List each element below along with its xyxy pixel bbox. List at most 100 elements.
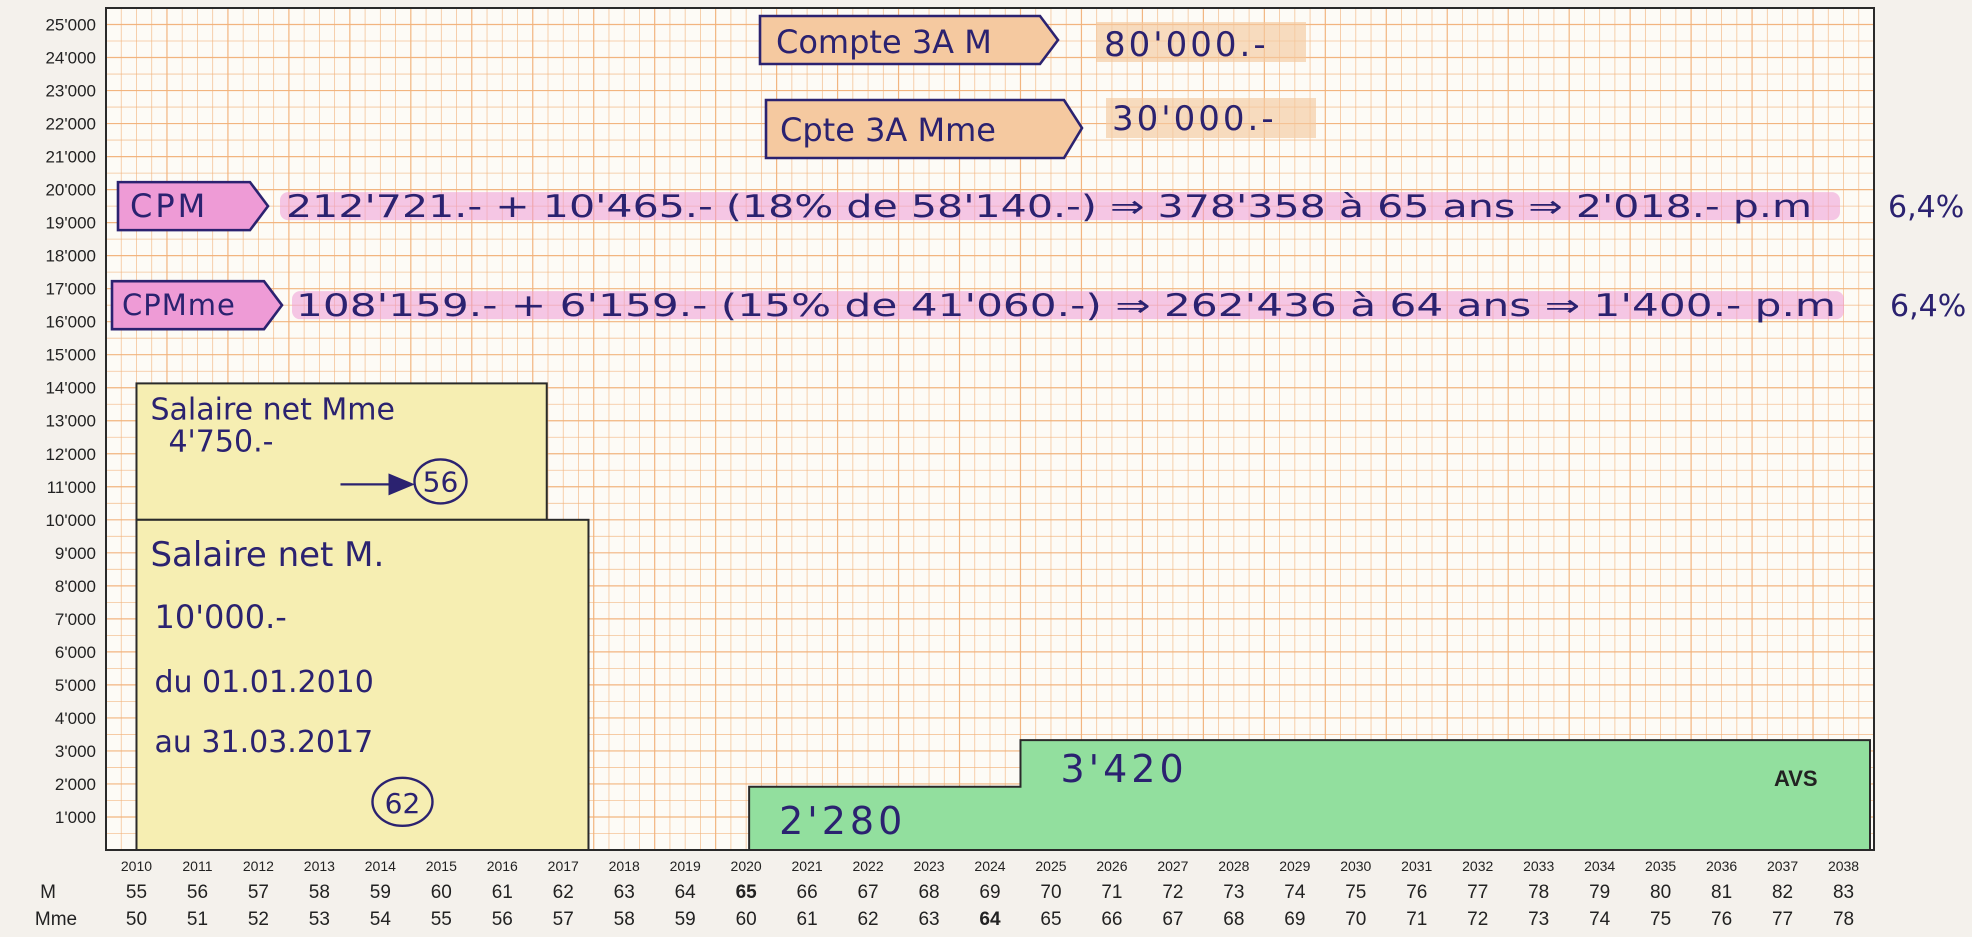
age-value: 70 [1040, 882, 1061, 903]
cpm-text: 212'721.- + 10'465.- (18% de 58'140.-) ⇒… [286, 189, 1812, 225]
salaire-mme-value: 4'750.- [168, 424, 273, 459]
avs-value-1: 2'280 [779, 799, 906, 843]
band-salaire-m [135, 518, 590, 851]
age-value: 72 [1162, 882, 1183, 903]
age-value: 79 [1589, 882, 1610, 903]
age-value: 74 [1284, 882, 1306, 903]
cpm-rate: 6,4% [1888, 190, 1964, 225]
x-tick-label: 2033 [1523, 858, 1554, 874]
plot-frame [105, 7, 1875, 851]
x-tick-label: 2027 [1157, 858, 1188, 874]
band-salaire-mme [135, 382, 548, 521]
age-value: 68 [1223, 909, 1244, 930]
age-value: 83 [1833, 882, 1854, 903]
x-axis: 2010 2011 2012 2013 2014 2015 2016 2017 2018 2019… [121, 858, 1859, 874]
x-tick-label: 2021 [792, 858, 823, 874]
compte-mme-box [764, 98, 1084, 160]
y-tick-label: 22'000 [45, 115, 96, 134]
cpmme-text: 108'159.- + 6'159.- (15% de 41'060.-) ⇒ … [296, 288, 1836, 324]
age-value: 74 [1589, 909, 1611, 930]
age-value: 68 [918, 882, 939, 903]
y-tick-label: 9'000 [55, 544, 96, 563]
age-value: 73 [1528, 909, 1549, 930]
age-value: 82 [1772, 882, 1793, 903]
age-value: 65 [1040, 909, 1061, 930]
age-value: 58 [309, 882, 330, 903]
age-value: 61 [492, 882, 513, 903]
cpm-box [116, 180, 270, 232]
series-bands [135, 382, 1871, 851]
x-tick-label: 2036 [1706, 858, 1737, 874]
age-value: 75 [1345, 882, 1366, 903]
y-tick-label: 11'000 [47, 478, 96, 497]
y-tick-label: 4'000 [55, 709, 96, 728]
x-tick-label: 2016 [487, 858, 518, 874]
x-tick-label: 2029 [1279, 858, 1310, 874]
age-row-label: Mme [35, 909, 77, 930]
y-tick-label: 20'000 [45, 181, 96, 200]
y-tick-label: 1'000 [55, 808, 96, 827]
age-value: 55 [431, 909, 452, 930]
age-value: 66 [797, 882, 818, 903]
y-tick-label: 16'000 [45, 313, 96, 332]
x-tick-label: 2037 [1767, 858, 1798, 874]
cpm-label: CPM [130, 187, 208, 225]
annotations: Compte 3A M 80'000.- Cpte 3A Mme 30'000.- CP… [110, 14, 1966, 331]
age-value: 62 [857, 909, 878, 930]
y-tick-label: 2'000 [55, 775, 96, 794]
salaire-m-title: Salaire net M. [150, 535, 384, 575]
y-tick-label: 3'000 [55, 742, 96, 761]
compte-mme-label: Cpte 3A Mme [780, 111, 996, 149]
x-tick-label: 2012 [243, 858, 274, 874]
y-tick-label: 7'000 [55, 610, 96, 629]
x-tick-label: 2025 [1035, 858, 1066, 874]
age-value: 75 [1650, 909, 1671, 930]
salaire-m-from: du 01.01.2010 [154, 665, 373, 700]
y-axis: 1'000 2'000 3'000 4'000 5'000 6'000 7'000 8'000… [45, 16, 96, 827]
x-tick-label: 2035 [1645, 858, 1676, 874]
age-value: 70 [1345, 909, 1366, 930]
age-value: 77 [1467, 882, 1488, 903]
x-tick-label: 2032 [1462, 858, 1493, 874]
compte-m-label: Compte 3A M [776, 23, 992, 61]
age-value: 54 [370, 909, 392, 930]
age-value: 60 [431, 882, 452, 903]
age-value: 76 [1711, 909, 1732, 930]
y-tick-label: 25'000 [45, 16, 96, 35]
age-value: 51 [187, 909, 208, 930]
age-value: 71 [1101, 882, 1122, 903]
age-value: 67 [857, 882, 878, 903]
age-value: 77 [1772, 909, 1793, 930]
cpmme-box [110, 279, 284, 331]
y-tick-label: 19'000 [45, 214, 96, 233]
age-value: 56 [492, 909, 513, 930]
x-tick-label: 2038 [1828, 858, 1859, 874]
age-value: 56 [187, 882, 208, 903]
age-value: 63 [614, 882, 635, 903]
avs-value-2: 3'420 [1060, 747, 1187, 791]
age-value: 59 [675, 909, 696, 930]
x-tick-label: 2028 [1218, 858, 1249, 874]
age-value: 55 [126, 882, 147, 903]
x-tick-label: 2022 [852, 858, 883, 874]
age-value: 80 [1650, 882, 1671, 903]
x-tick-label: 2031 [1401, 858, 1432, 874]
x-tick-label: 2017 [548, 858, 579, 874]
age-rows: M 55 56 57 58 59 60 61 62 63 64 65 66 67 68 69 70 71 72 73 7… [35, 882, 1854, 930]
age-value: 71 [1406, 909, 1427, 930]
x-tick-label: 2030 [1340, 858, 1371, 874]
x-tick-label: 2024 [974, 858, 1005, 874]
compte-mme-highlight [1106, 98, 1316, 138]
salaire-mme-title: Salaire net Mme [150, 392, 394, 427]
age-value: 65 [736, 882, 758, 903]
cpmme-label: CPMme [122, 288, 236, 322]
x-tick-label: 2019 [670, 858, 701, 874]
y-tick-label: 13'000 [45, 412, 96, 431]
age-value: 73 [1223, 882, 1244, 903]
age-value: 53 [309, 909, 330, 930]
age-value: 62 [553, 882, 574, 903]
cpmme-highlight [292, 291, 1844, 320]
y-tick-label: 24'000 [45, 49, 96, 68]
y-tick-label: 12'000 [45, 445, 96, 464]
